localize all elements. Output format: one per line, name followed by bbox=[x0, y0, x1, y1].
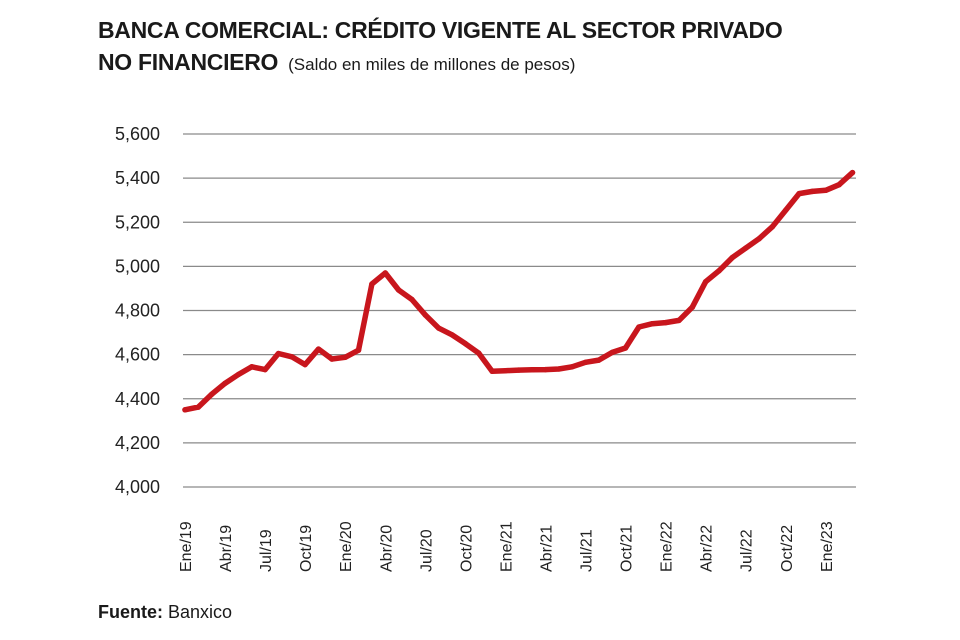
data-point bbox=[422, 312, 428, 318]
data-point bbox=[435, 325, 442, 331]
data-point bbox=[622, 345, 629, 351]
data-point bbox=[395, 287, 402, 293]
data-point bbox=[209, 391, 215, 398]
y-axis-labels: 4,000 4,200 4,400 4,600 4,800 5,000 5,200 5,400… bbox=[115, 124, 160, 497]
data-point bbox=[662, 319, 669, 326]
data-point bbox=[783, 207, 789, 213]
data-point bbox=[823, 187, 829, 193]
x-tick-label: Oct/21 bbox=[619, 525, 636, 572]
x-tick-label: Jul/20 bbox=[418, 529, 435, 572]
y-tick-label: 5,000 bbox=[115, 256, 160, 276]
data-point bbox=[449, 332, 455, 338]
data-point bbox=[796, 190, 802, 197]
data-points bbox=[182, 169, 856, 413]
data-point bbox=[636, 324, 642, 330]
data-point bbox=[809, 188, 816, 195]
x-tick-label: Ene/21 bbox=[498, 521, 515, 572]
title-line-2-text: NO FINANCIERO bbox=[98, 49, 279, 75]
x-tick-label: Ene/23 bbox=[819, 521, 836, 572]
y-tick-label: 4,400 bbox=[115, 389, 160, 409]
data-point bbox=[409, 296, 415, 303]
data-point bbox=[342, 354, 348, 360]
y-tick-label: 4,600 bbox=[115, 345, 160, 365]
x-tick-label: Jul/21 bbox=[579, 529, 596, 572]
data-point bbox=[462, 340, 469, 347]
source-value: Banxico bbox=[168, 602, 233, 622]
data-point bbox=[529, 367, 535, 373]
chart-title: BANCA COMERCIAL: CRÉDITO VIGENTE AL SECT… bbox=[98, 14, 898, 81]
x-tick-label: Oct/19 bbox=[298, 525, 315, 572]
data-point bbox=[476, 350, 482, 356]
data-point bbox=[382, 270, 388, 276]
data-point bbox=[302, 361, 308, 368]
data-point bbox=[689, 304, 695, 310]
x-tick-label: Ene/22 bbox=[659, 521, 676, 572]
data-point bbox=[582, 359, 589, 366]
data-point bbox=[369, 281, 375, 287]
data-point bbox=[516, 367, 522, 373]
x-tick-label: Abr/19 bbox=[218, 525, 235, 572]
x-axis-labels: Ene/19 Abr/19 Jul/19 Oct/19 Ene/20 Abr/20 Jul/… bbox=[178, 521, 836, 572]
data-point bbox=[596, 357, 602, 363]
source-note: Fuente: Banxico bbox=[98, 602, 232, 623]
data-point bbox=[195, 404, 202, 410]
data-point bbox=[609, 349, 615, 356]
data-point bbox=[649, 321, 655, 327]
data-point bbox=[836, 182, 842, 188]
data-point bbox=[262, 366, 268, 373]
x-tick-label: Ene/19 bbox=[178, 521, 195, 572]
x-tick-label: Oct/20 bbox=[458, 525, 475, 572]
y-tick-label: 5,600 bbox=[115, 124, 160, 144]
data-point bbox=[502, 368, 509, 374]
title-line-2: NO FINANCIERO (Saldo en miles de millones… bbox=[98, 46, 898, 81]
data-point bbox=[489, 368, 495, 374]
data-point bbox=[556, 366, 562, 372]
data-point bbox=[235, 371, 242, 378]
data-point bbox=[182, 407, 188, 413]
x-tick-label: Jul/19 bbox=[258, 529, 275, 572]
x-tick-label: Ene/20 bbox=[338, 521, 355, 572]
data-point bbox=[716, 268, 722, 274]
data-point bbox=[275, 350, 282, 357]
data-point bbox=[729, 254, 736, 261]
data-point bbox=[769, 223, 776, 230]
data-point bbox=[542, 366, 549, 373]
data-point bbox=[702, 279, 709, 285]
x-tick-label: Oct/22 bbox=[779, 525, 796, 572]
y-tick-label: 4,200 bbox=[115, 433, 160, 453]
y-tick-label: 4,800 bbox=[115, 301, 160, 321]
data-point bbox=[315, 346, 322, 352]
data-point bbox=[756, 236, 762, 242]
data-point bbox=[569, 364, 575, 370]
data-point bbox=[849, 169, 856, 176]
y-tick-label: 4,000 bbox=[115, 477, 160, 497]
chart-subtitle: (Saldo en miles de millones de pesos) bbox=[288, 55, 576, 74]
x-tick-label: Jul/22 bbox=[739, 529, 756, 572]
series-line bbox=[182, 169, 856, 413]
source-label: Fuente: bbox=[98, 602, 163, 622]
gridlines bbox=[183, 133, 856, 488]
title-line-1: BANCA COMERCIAL: CRÉDITO VIGENTE AL SECT… bbox=[98, 17, 783, 43]
data-point bbox=[743, 245, 749, 251]
x-tick-label: Abr/22 bbox=[699, 525, 716, 572]
data-point bbox=[329, 356, 335, 362]
data-point bbox=[289, 354, 295, 360]
y-tick-label: 5,400 bbox=[115, 168, 160, 188]
y-tick-label: 5,200 bbox=[115, 212, 160, 232]
data-point bbox=[355, 347, 362, 353]
data-point bbox=[222, 380, 228, 387]
data-point bbox=[249, 364, 255, 370]
x-tick-label: Abr/21 bbox=[538, 525, 555, 572]
data-point bbox=[676, 317, 682, 324]
x-tick-label: Abr/20 bbox=[378, 525, 395, 572]
